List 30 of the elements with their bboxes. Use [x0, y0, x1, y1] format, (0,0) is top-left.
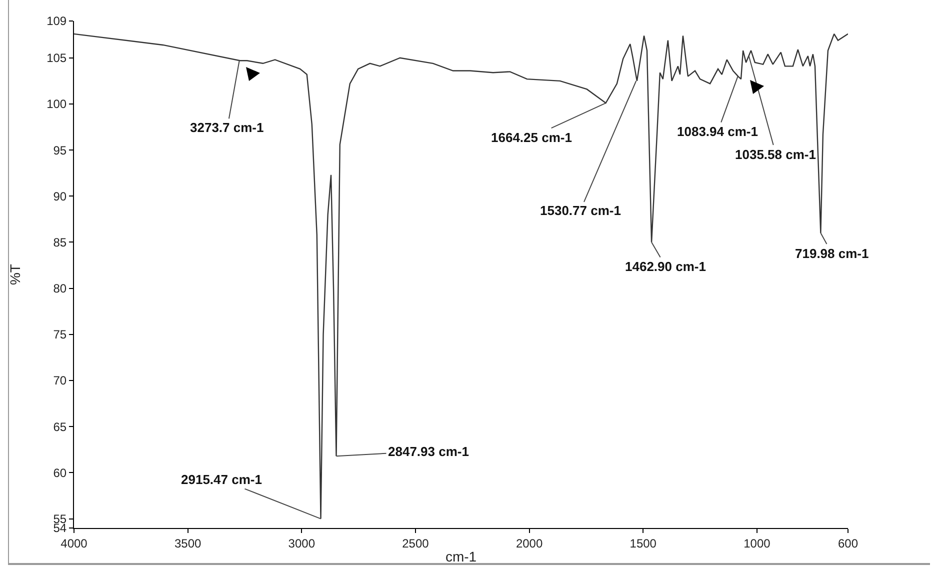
y-tick-label: 70: [53, 374, 67, 388]
annotation: 1664.25 cm-1: [491, 130, 572, 145]
y-tick-label: 65: [53, 420, 67, 434]
y-tick-label: 80: [53, 282, 67, 296]
annotation: 3273.7 cm-1: [190, 120, 264, 135]
y-tick-label: 100: [46, 97, 67, 112]
annotation: 1083.94 cm-1: [677, 124, 758, 139]
x-tick-label: 2500: [402, 536, 430, 550]
y-tick-label: 75: [53, 328, 67, 342]
x-tick-label: 1000: [744, 536, 771, 550]
y-tick-label: 95: [53, 143, 67, 158]
annotation: 2915.47 cm-1: [181, 472, 262, 487]
x-tick-label: 1500: [630, 536, 657, 550]
y-tick-label: 60: [53, 466, 67, 480]
annotation: 1462.90 cm-1: [625, 259, 706, 274]
x-tick-label: 4000: [60, 536, 88, 550]
annotation: 2847.93 cm-1: [388, 444, 469, 459]
y-tick-label: 85: [53, 235, 67, 250]
x-tick-label: 3000: [288, 536, 316, 550]
annotation: 1035.58 cm-1: [735, 147, 816, 162]
x-tick-label: 2000: [516, 536, 543, 550]
y-tick-label: 105: [46, 51, 67, 66]
annotation: 719.98 cm-1: [795, 246, 869, 261]
y-tick-label: 90: [53, 189, 67, 204]
annotation: 1530.77 cm-1: [540, 203, 621, 218]
y-axis-title: %T: [7, 264, 24, 285]
x-tick-label: 600: [838, 536, 858, 550]
y-tick-label: 109: [46, 14, 67, 28]
x-axis-title: cm-1: [445, 548, 477, 565]
x-tick-label: 3500: [174, 536, 202, 550]
